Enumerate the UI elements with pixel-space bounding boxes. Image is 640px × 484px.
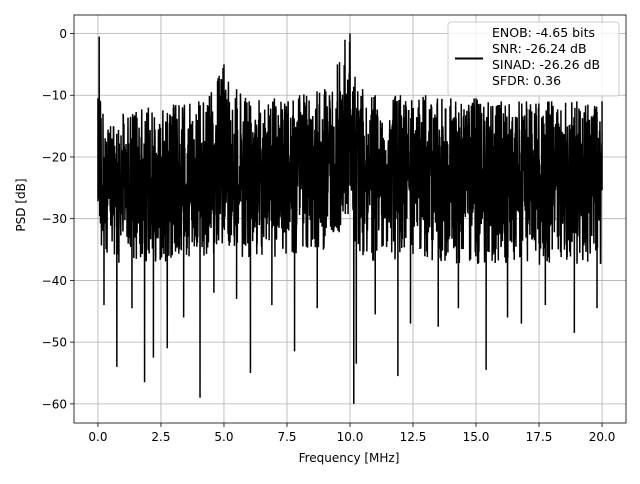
x-tick-label: 10.0	[337, 430, 364, 444]
y-tick-label: −10	[42, 89, 67, 103]
legend: ENOB: -4.65 bits SNR: -26.24 dB SINAD: -…	[447, 21, 620, 97]
y-axis: 0 −10 −20 −30 −40 −50 −60	[42, 27, 74, 411]
y-tick-label: −40	[42, 274, 67, 288]
x-tick-label: 2.5	[151, 430, 170, 444]
psd-line	[97, 33, 603, 404]
y-tick-label: −60	[42, 397, 67, 411]
x-tick-label: 7.5	[277, 430, 296, 444]
y-tick-label: −30	[42, 212, 67, 226]
x-axis: 0.0 2.5 5.0 7.5 10.0 12.5 15.0 17.5 20.0	[88, 423, 615, 444]
legend-box	[447, 21, 620, 97]
legend-entry-snr: SNR: -26.24 dB	[492, 41, 587, 56]
legend-entry-sinad: SINAD: -26.26 dB	[492, 57, 600, 72]
y-tick-label: −50	[42, 336, 67, 350]
legend-entry-enob: ENOB: -4.65 bits	[492, 25, 595, 40]
legend-entry-sfdr: SFDR: 0.36	[492, 73, 561, 88]
y-axis-label: PSD [dB]	[14, 178, 28, 231]
x-tick-label: 5.0	[214, 430, 233, 444]
x-tick-label: 12.5	[400, 430, 427, 444]
y-tick-label: −20	[42, 150, 67, 164]
x-tick-label: 0.0	[88, 430, 107, 444]
x-tick-label: 20.0	[589, 430, 616, 444]
y-tick-label: 0	[59, 27, 67, 41]
x-tick-label: 15.0	[463, 430, 490, 444]
x-axis-label: Frequency [MHz]	[299, 451, 400, 465]
psd-trace	[97, 33, 603, 404]
x-tick-label: 17.5	[526, 430, 553, 444]
